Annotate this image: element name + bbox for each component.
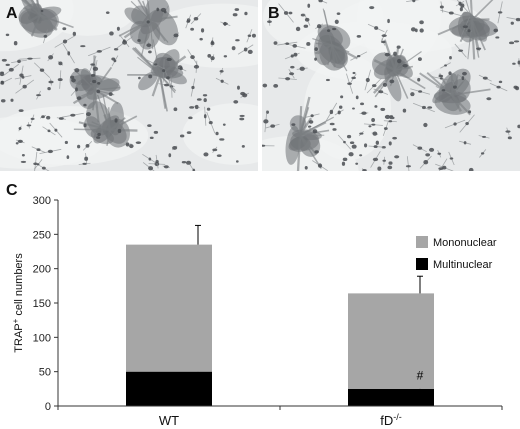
y-tick-label: 250	[33, 229, 51, 241]
micrograph-b-image	[262, 0, 520, 171]
micrograph-a-image	[0, 0, 258, 171]
y-tick-label: 150	[33, 298, 51, 310]
panel-label-c: C	[6, 182, 18, 199]
bar-multinuclear-fd	[348, 388, 434, 406]
legend-swatch-mononuclear	[416, 236, 428, 248]
micrograph-panel-b	[262, 0, 520, 171]
micrograph-panel-a	[0, 0, 258, 171]
x-category-label: WT	[159, 413, 179, 428]
y-axis-label: TRAP+ cell numbers	[11, 253, 25, 353]
legend-label-multinuclear: Multinuclear	[433, 259, 493, 271]
panel-label-b: B	[268, 5, 280, 22]
y-tick-label: 0	[45, 401, 51, 413]
significance-annotation: #	[417, 368, 424, 382]
bar-mononuclear-wt	[126, 244, 212, 372]
y-tick-label: 50	[39, 367, 51, 379]
legend-label-mononuclear: Mononuclear	[433, 237, 497, 249]
bar-multinuclear-wt	[126, 371, 212, 406]
y-tick-label: 200	[33, 264, 51, 276]
x-category-label: fD-/-	[380, 412, 402, 428]
legend-swatch-multinuclear	[416, 258, 428, 270]
y-tick-label: 100	[33, 332, 51, 344]
bar-mononuclear-fd	[348, 293, 434, 389]
y-tick-label: 300	[33, 195, 51, 207]
panel-label-a: A	[6, 5, 18, 22]
